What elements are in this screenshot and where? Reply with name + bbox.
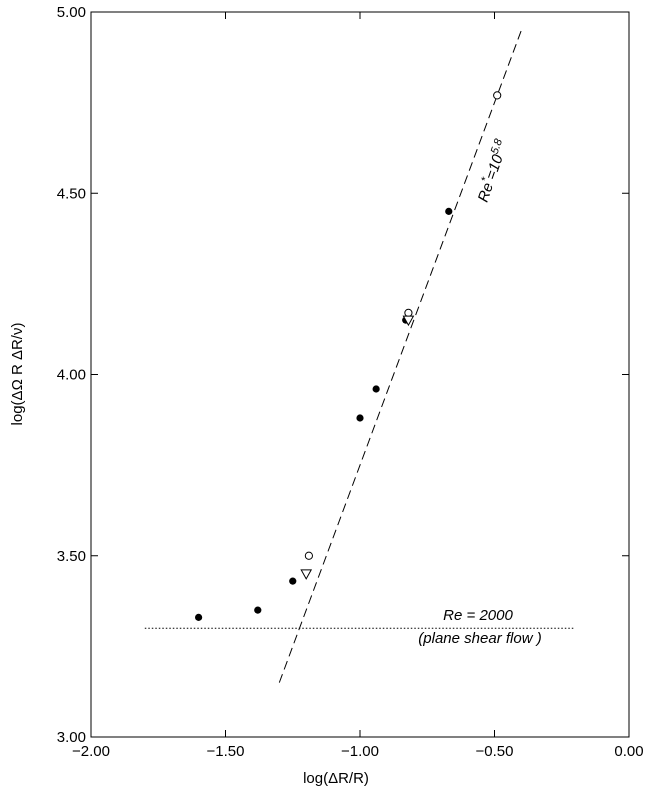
open-triangle-point: [402, 315, 415, 327]
filled-circle-point: [289, 577, 297, 585]
y-tick-label: 3.00: [57, 729, 86, 746]
y-tick-label: 4.50: [57, 185, 86, 202]
dotted-line-label-2: (plane shear flow ): [418, 630, 541, 647]
x-tick-label: −1.00: [341, 743, 379, 760]
dashed-line: [278, 29, 522, 683]
dashed-line-label: Re*=105.8: [473, 137, 512, 205]
filled-circle-point: [445, 207, 453, 215]
y-tick-label: 5.00: [57, 4, 86, 21]
reference-lines: [144, 29, 576, 683]
y-tick-label: 4.00: [57, 367, 86, 384]
x-tick-label: −0.50: [476, 743, 514, 760]
filled-circle-point: [254, 606, 262, 614]
y-axis-label: log(ΔΩ R ΔR/ν): [9, 323, 26, 426]
x-tick-label: 0.00: [614, 743, 643, 760]
filled-circle-point: [372, 385, 380, 393]
data-points: [195, 91, 502, 621]
open-circle-point: [404, 308, 413, 317]
open-circle-point: [304, 551, 313, 560]
x-tick-label: −1.50: [207, 743, 245, 760]
y-tick-label: 3.50: [57, 548, 86, 565]
open-triangle-point: [300, 569, 313, 580]
x-tick-label: −2.00: [72, 743, 110, 760]
filled-circle-point: [195, 613, 203, 621]
filled-circle-point: [356, 414, 364, 422]
axis-ticks: −2.00 −1.50 −1.00 −0.50 0.00 3.00 3.50 4.00 4.50…: [57, 4, 644, 760]
dotted-line-label-1: Re = 2000: [443, 607, 513, 624]
open-circle-point: [493, 91, 502, 100]
x-axis-label: log(ΔR/R): [303, 770, 369, 787]
